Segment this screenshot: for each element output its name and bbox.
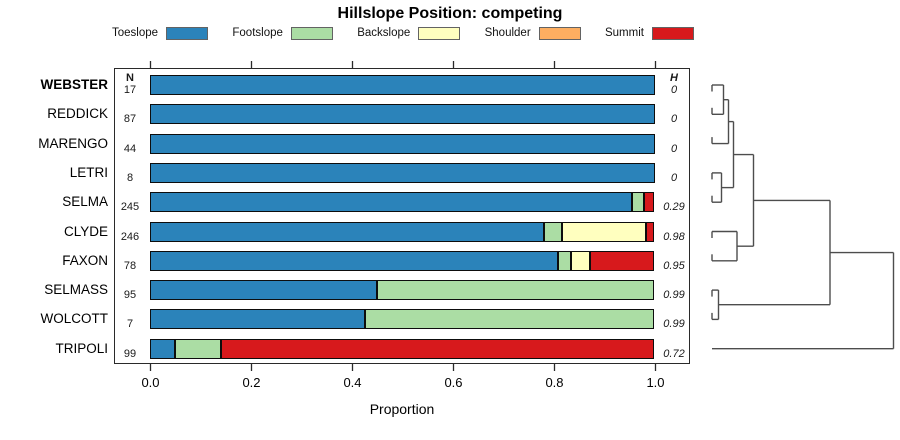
bar-selma <box>149 192 655 213</box>
bar-segment-toeslope <box>149 309 366 330</box>
h-value: 0.99 <box>663 318 685 331</box>
x-tick-label: 0.2 <box>242 375 261 390</box>
bar-segment-footslope <box>631 192 644 213</box>
row-label-marengo: MARENGO <box>38 135 108 151</box>
legend-label: Backslope <box>357 27 411 39</box>
legend-item-footslope: Footslope <box>232 26 333 40</box>
h-column-header: H <box>670 72 678 84</box>
bar-segment-toeslope <box>149 338 176 359</box>
bar-wolcott <box>149 309 655 330</box>
bar-faxon <box>149 250 655 271</box>
bar-letri <box>149 162 655 183</box>
n-value: 99 <box>123 347 137 360</box>
bar-marengo <box>149 133 655 154</box>
x-tick-label: 1.0 <box>646 375 665 390</box>
h-value: 0.99 <box>663 289 685 302</box>
bar-selmass <box>149 280 655 301</box>
x-tick-label: 0.0 <box>141 375 160 390</box>
bar-segment-toeslope <box>149 250 558 271</box>
row-label-selma: SELMA <box>62 194 108 210</box>
h-value: 0 <box>670 142 678 155</box>
bar-segment-footslope <box>557 250 571 271</box>
bar-segment-footslope <box>543 221 562 242</box>
h-value: 0 <box>670 84 678 96</box>
bar-segment-toeslope <box>149 221 544 242</box>
plot-box <box>114 68 690 364</box>
legend-item-summit: Summit <box>604 26 694 40</box>
x-axis-label: Proportion <box>369 401 435 417</box>
legend-label: Footslope <box>232 27 283 39</box>
n-value: 78 <box>123 259 137 272</box>
row-label-webster: WEBSTER <box>40 77 109 92</box>
bar-segment-backslope <box>570 250 590 271</box>
bar-segment-toeslope <box>149 280 378 301</box>
n-value: 246 <box>120 230 140 243</box>
h-value: 0.95 <box>663 259 685 272</box>
bar-segment-footslope <box>175 338 222 359</box>
bar-segment-footslope <box>365 309 655 330</box>
legend-item-shoulder: Shoulder <box>484 26 581 40</box>
legend-label: Toeslope <box>112 27 159 39</box>
bar-segment-toeslope <box>149 133 655 154</box>
row-label-faxon: FAXON <box>62 252 108 268</box>
x-tick-label: 0.4 <box>343 375 362 390</box>
h-value: 0 <box>670 171 678 184</box>
n-value: 245 <box>120 201 140 214</box>
chart-title: Hillslope Position: competing <box>337 5 563 22</box>
legend-swatch-footslope <box>290 26 333 40</box>
row-label-clyde: CLYDE <box>63 223 108 239</box>
x-tick-label: 0.6 <box>444 375 463 390</box>
bar-segment-summit <box>589 250 655 271</box>
n-value: 7 <box>126 318 134 331</box>
row-label-selmass: SELMASS <box>44 282 108 298</box>
bar-segment-toeslope <box>149 192 632 213</box>
h-value: 0.98 <box>663 230 685 243</box>
bar-tripoli <box>149 338 655 359</box>
legend-swatch-backslope <box>418 26 461 40</box>
bar-reddick <box>149 104 655 125</box>
bar-segment-toeslope <box>149 162 655 183</box>
n-value: 17 <box>123 84 137 96</box>
h-value: 0.29 <box>663 201 685 214</box>
legend-item-toeslope: Toeslope <box>112 26 209 40</box>
bar-segment-summit <box>646 221 655 242</box>
n-value: 8 <box>126 171 134 184</box>
bar-segment-summit <box>221 338 655 359</box>
row-label-reddick: REDDICK <box>47 106 108 122</box>
n-column-header: N <box>126 72 134 84</box>
legend-swatch-summit <box>651 26 694 40</box>
legend-item-backslope: Backslope <box>357 26 461 40</box>
bar-segment-backslope <box>561 221 647 242</box>
bar-segment-footslope <box>377 280 655 301</box>
legend-label: Summit <box>604 27 644 39</box>
h-value: 0.72 <box>663 347 685 360</box>
h-value: 0 <box>670 113 678 126</box>
row-label-tripoli: TRIPOLI <box>55 340 108 356</box>
legend-swatch-toeslope <box>166 26 209 40</box>
bar-segment-toeslope <box>149 75 655 95</box>
bar-clyde <box>149 221 655 242</box>
bar-webster <box>149 75 655 95</box>
legend-label: Shoulder <box>484 27 531 39</box>
bar-segment-summit <box>643 192 655 213</box>
row-label-wolcott: WOLCOTT <box>40 311 109 327</box>
legend-swatch-shoulder <box>538 26 581 40</box>
bar-segment-toeslope <box>149 104 655 125</box>
n-value: 87 <box>123 113 137 126</box>
legend: Toeslope Footslope Backslope Shoulder Summit <box>112 25 694 41</box>
x-tick-label: 0.8 <box>545 375 564 390</box>
row-label-letri: LETRI <box>69 164 108 180</box>
n-value: 44 <box>123 142 137 155</box>
n-value: 95 <box>123 289 137 302</box>
